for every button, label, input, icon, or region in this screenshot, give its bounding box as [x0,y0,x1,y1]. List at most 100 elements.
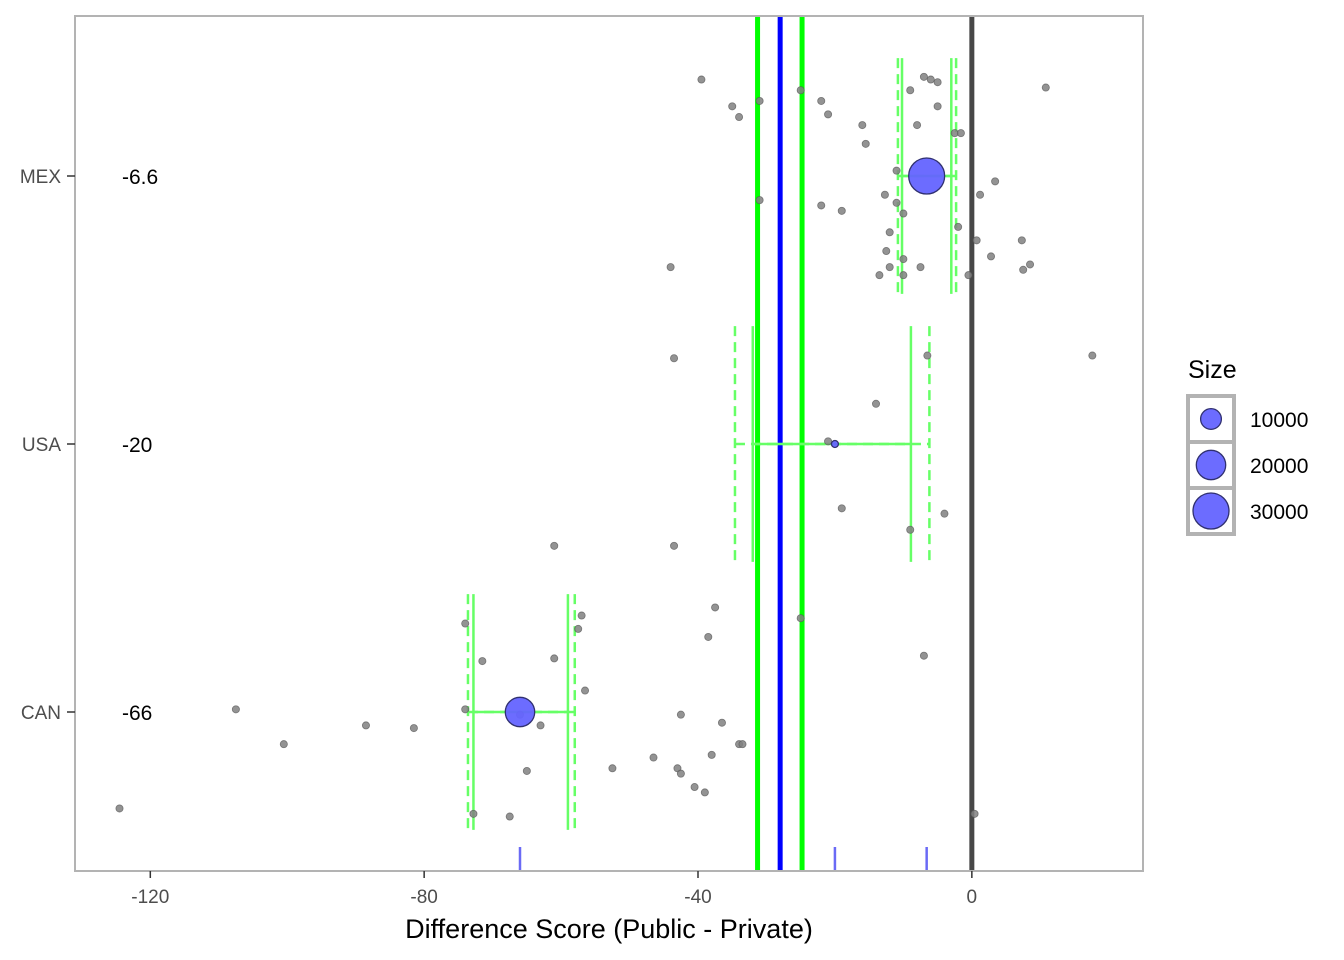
data-point-usa-49 [940,509,949,518]
data-point-can-56 [704,632,713,641]
data-point-mex-36 [916,263,925,272]
data-point-mex-9 [919,72,928,81]
data-point-can-59 [796,614,805,623]
group-value-label-mex: -6.6 [122,166,158,189]
data-point-mex-8 [861,139,870,148]
data-point-mex-17 [1041,83,1050,92]
data-point-usa-42 [670,354,679,363]
data-point-mex-25 [892,198,901,207]
data-point-usa-50 [550,541,559,550]
legend-key-bubble [1192,492,1230,530]
data-point-mex-11 [933,78,942,87]
data-point-mex-19 [991,177,1000,186]
data-point-mex-2 [735,113,744,122]
data-point-mex-24 [837,206,846,215]
data-point-mex-40 [899,271,908,280]
data-point-mex-22 [755,196,764,205]
data-point-can-53 [577,611,586,620]
data-point-can-79 [690,783,699,792]
data-point-mex-28 [885,228,894,237]
data-point-usa-46 [824,437,833,446]
data-point-mex-38 [1026,260,1035,269]
data-point-mex-27 [954,222,963,231]
data-point-mex-3 [755,96,764,105]
data-point-mex-12 [906,86,915,95]
data-point-can-63 [231,705,240,714]
legend-label: 10000 [1250,409,1308,432]
data-point-can-77 [676,769,685,778]
data-point-mex-23 [817,201,826,210]
group-value-label-can: -66 [122,702,152,725]
data-point-can-80 [700,788,709,797]
data-point-usa-45 [872,399,881,408]
data-point-can-65 [409,724,418,733]
data-point-mex-13 [933,102,942,111]
data-point-mex-30 [1017,236,1026,245]
data-point-can-84 [970,809,979,818]
bubble-mex [908,157,946,195]
data-point-can-57 [478,657,487,666]
data-point-mex-29 [972,236,981,245]
data-point-usa-43 [923,351,932,360]
data-point-mex-41 [964,271,973,280]
legend-label: 30000 [1250,501,1308,524]
x-axis-label: Difference Score (Public - Private) [405,914,813,944]
data-point-mex-1 [728,102,737,111]
plot-panel [74,15,1144,872]
data-point-usa-51 [670,541,679,550]
data-point-can-60 [919,651,928,660]
data-point-can-66 [279,740,288,749]
data-point-can-74 [707,750,716,759]
legend-key-bubble [1199,407,1223,431]
data-point-can-73 [649,753,658,762]
data-point-mex-16 [956,129,965,138]
data-point-can-55 [574,624,583,633]
y-tick-label: MEX [20,167,62,188]
bubble-can [504,696,536,728]
data-point-mex-32 [987,252,996,261]
legend-title: Size [1188,356,1237,384]
data-point-mex-7 [858,121,867,130]
data-point-mex-20 [976,190,985,199]
data-point-mex-4 [796,86,805,95]
x-tick-label: 0 [967,887,978,908]
data-point-usa-47 [837,504,846,513]
data-point-can-81 [115,804,124,813]
data-point-usa-44 [1088,351,1097,360]
data-point-can-78 [522,766,531,775]
data-point-mex-34 [666,263,675,272]
data-point-mex-18 [892,166,901,175]
x-tick-label: -120 [131,887,169,908]
data-point-mex-35 [885,263,894,272]
data-point-usa-48 [906,525,915,534]
data-point-mex-21 [880,190,889,199]
x-tick-label: -80 [410,887,437,908]
data-point-mex-31 [882,247,891,256]
legend-label: 20000 [1250,455,1308,478]
data-point-can-82 [469,809,478,818]
data-point-can-62 [461,705,470,714]
data-point-can-75 [608,764,617,773]
legend-key-bubble [1195,449,1227,481]
data-point-can-69 [676,710,685,719]
data-point-can-64 [361,721,370,730]
y-tick-label: USA [22,435,61,456]
data-point-mex-37 [1019,265,1028,274]
data-point-can-54 [461,619,470,628]
plot-background [75,16,1143,871]
data-point-mex-5 [817,96,826,105]
data-point-can-58 [550,654,559,663]
y-tick-label: CAN [21,703,61,724]
data-point-can-70 [717,718,726,727]
data-point-mex-26 [899,209,908,218]
data-point-can-72 [738,740,747,749]
axes: -120 -80 -40 0 MEX USA CAN -6.6 -20 -66 [20,166,977,908]
data-point-mex-39 [875,271,884,280]
data-point-mex-10 [926,75,935,84]
data-point-mex-6 [824,110,833,119]
data-point-mex-14 [913,121,922,130]
data-point-can-52 [711,603,720,612]
bubble-usa [830,439,840,449]
x-tick-label: -40 [684,887,711,908]
